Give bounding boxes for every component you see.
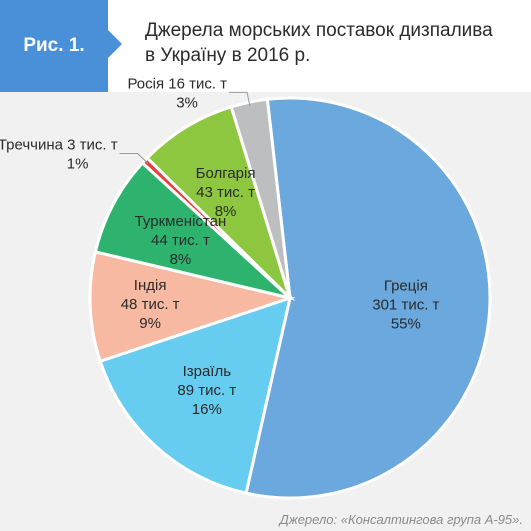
pie-slice-3: [88, 250, 296, 364]
pie-labels: Греція 301 тис. т 55% Ізраїль 89 тис. т 16% Ін…: [0, 75, 440, 418]
slice-label-1-line-2: 301 тис. т: [372, 296, 439, 313]
slice-label-7-line-2: 3%: [176, 94, 198, 111]
pie-slice-1: [244, 96, 492, 500]
slice-label-6-line-2: 43 тис. т: [196, 184, 255, 201]
figure-header: Рис. 1. Джерела морських поставок дизпал…: [0, 0, 531, 92]
slice-label-5-line-2: 1%: [67, 156, 89, 173]
source-note: Джерело: «Консалтингова група А-95».: [279, 512, 523, 527]
badge-arrow-icon: [108, 30, 122, 58]
slice-label-7-line-1: Росія 16 тис. т: [127, 75, 227, 92]
slice-label-2-line-2: 89 тис. т: [177, 382, 236, 399]
pie-slices: [88, 96, 492, 500]
figure-number: Рис. 1.: [23, 35, 85, 56]
slice-label-6-line-1: Болгарія: [196, 165, 256, 182]
figure-badge: Рис. 1.: [0, 0, 108, 92]
pie-slice-6: [145, 104, 292, 300]
slice-label-3-line-2: 48 тис. т: [121, 296, 180, 313]
chart-title-line-1: Джерела морських поставок дизпалива: [145, 20, 493, 41]
slice-label-5-line-1: Треччина 3 тис. т: [0, 137, 118, 154]
slice-label-6-line-3: 8%: [215, 203, 237, 220]
slice-label-2-line-1: Ізраїль: [183, 363, 232, 380]
slice-label-4-line-1: Туркменістан: [135, 213, 227, 230]
leader-line-5: [119, 153, 149, 164]
slice-label-1-line-1: Греція: [384, 277, 428, 294]
chart-title: Джерела морських поставок дизпалива в Ук…: [145, 18, 525, 68]
slice-label-3-line-1: Індія: [134, 277, 167, 294]
slice-label-3-line-3: 9%: [139, 315, 161, 332]
leader-line-7: [229, 91, 251, 107]
slice-label-2-line-3: 16%: [192, 401, 222, 418]
pie-slice-4: [93, 160, 296, 301]
slice-label-4-line-3: 8%: [170, 251, 192, 268]
chart-title-line-2: в Україну в 2016 р.: [145, 45, 311, 66]
slice-label-4-line-2: 44 тис. т: [151, 232, 210, 249]
slice-label-1-line-3: 55%: [391, 315, 421, 332]
